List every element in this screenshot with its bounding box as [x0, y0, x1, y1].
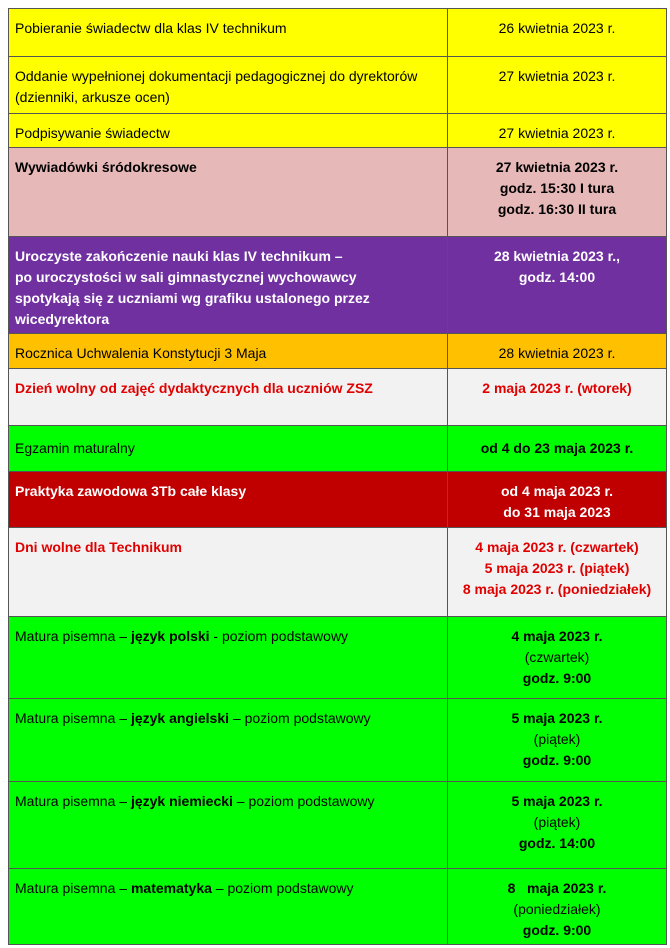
- date-text: godz. 14:00: [518, 269, 596, 285]
- task-text: Praktyka zawodowa 3Tb całe klasy: [15, 483, 247, 499]
- task-cell: Pobieranie świadectw dla klas IV technik…: [8, 8, 448, 57]
- date-text: 2 maja 2023 r. (wtorek): [482, 380, 632, 396]
- date-text: 27 kwietnia 2023 r.: [498, 68, 616, 84]
- table-row: Dzień wolny od zajęć dydaktycznych dla u…: [8, 368, 667, 426]
- task-text: – poziom podstawowy: [211, 880, 354, 896]
- task-cell: Dzień wolny od zajęć dydaktycznych dla u…: [8, 368, 448, 426]
- date-cell: 4 maja 2023 r. (czwartek) 5 maja 2023 r. …: [447, 527, 667, 617]
- task-text: wicedyrektora: [15, 311, 110, 327]
- task-text: Egzamin maturalny: [15, 440, 135, 456]
- date-cell: 27 kwietnia 2023 r. godz. 15:30 I tura god…: [447, 147, 667, 237]
- task-text: Wywiadówki śródokresowe: [15, 159, 197, 175]
- date-text: godz. 9:00: [522, 752, 592, 768]
- table-row: Wywiadówki śródokresowe 27 kwietnia 2023 …: [8, 147, 667, 237]
- date-text: (czwartek): [524, 649, 590, 665]
- task-text: – poziom podstawowy: [232, 793, 375, 809]
- task-text: Uroczyste zakończenie nauki klas IV tech…: [15, 248, 343, 264]
- task-text: Pobieranie świadectw dla klas IV technik…: [15, 20, 287, 36]
- table-row: Matura pisemna – język niemiecki – pozio…: [8, 781, 667, 869]
- date-text: 27 kwietnia 2023 r.: [498, 125, 616, 141]
- task-subject: język niemiecki: [130, 793, 233, 809]
- task-cell: Egzamin maturalny: [8, 425, 448, 472]
- table-row: Praktyka zawodowa 3Tb całe klasy od 4 maj…: [8, 471, 667, 528]
- date-text: 8 maja 2023 r. (poniedziałek): [462, 581, 652, 597]
- task-cell: Matura pisemna – język niemiecki – pozio…: [8, 781, 448, 869]
- date-cell: 28 kwietnia 2023 r.: [447, 333, 667, 369]
- date-text: godz. 15:30 I tura: [499, 180, 615, 196]
- task-cell: Rocznica Uchwalenia Konstytucji 3 Maja: [8, 333, 448, 369]
- table-row: Egzamin maturalny od 4 do 23 maja 2023 r.: [8, 425, 667, 472]
- date-cell: od 4 maja 2023 r. do 31 maja 2023: [447, 471, 667, 528]
- date-text: 4 maja 2023 r.: [511, 628, 603, 644]
- task-text: Podpisywanie świadectw: [15, 125, 170, 141]
- task-cell: Wywiadówki śródokresowe: [8, 147, 448, 237]
- task-text: Matura pisemna –: [15, 710, 131, 726]
- date-cell: 28 kwietnia 2023 r., godz. 14:00: [447, 236, 667, 334]
- date-text: (piątek): [533, 731, 581, 747]
- date-cell: 27 kwietnia 2023 r.: [447, 113, 667, 148]
- task-text: - poziom podstawowy: [209, 628, 349, 644]
- date-text: od 4 do 23 maja 2023 r.: [480, 440, 634, 456]
- date-text: godz. 16:30 II tura: [497, 201, 617, 217]
- task-cell: Matura pisemna – język polski - poziom p…: [8, 616, 448, 699]
- date-cell: od 4 do 23 maja 2023 r.: [447, 425, 667, 472]
- schedule-table: Pobieranie świadectw dla klas IV technik…: [8, 8, 667, 945]
- table-row: Oddanie wypełnionej dokumentacji pedagog…: [8, 56, 667, 114]
- task-subject: język polski: [130, 628, 210, 644]
- task-cell: Matura pisemna – język angielski – pozio…: [8, 698, 448, 782]
- task-text: Oddanie wypełnionej dokumentacji pedagog…: [15, 68, 418, 105]
- date-text: 5 maja 2023 r. (piątek): [484, 560, 630, 576]
- date-text: (poniedziałek): [513, 901, 601, 917]
- date-text: 28 kwietnia 2023 r.,: [493, 248, 621, 264]
- date-text: godz. 14:00: [518, 835, 596, 851]
- date-cell: 27 kwietnia 2023 r.: [447, 56, 667, 114]
- date-text: 26 kwietnia 2023 r.: [498, 20, 616, 36]
- table-row: Rocznica Uchwalenia Konstytucji 3 Maja 28…: [8, 333, 667, 369]
- task-cell: Podpisywanie świadectw: [8, 113, 448, 148]
- task-cell: Uroczyste zakończenie nauki klas IV tech…: [8, 236, 448, 334]
- table-row: Pobieranie świadectw dla klas IV technik…: [8, 8, 667, 57]
- task-text: – poziom podstawowy: [229, 710, 371, 726]
- date-cell: 5 maja 2023 r. (piątek) godz. 14:00: [447, 781, 667, 869]
- date-text: 28 kwietnia 2023 r.: [498, 345, 616, 361]
- date-cell: 5 maja 2023 r. (piątek) godz. 9:00: [447, 698, 667, 782]
- task-cell: Oddanie wypełnionej dokumentacji pedagog…: [8, 56, 448, 114]
- task-text: Matura pisemna –: [15, 880, 131, 896]
- task-text: spotykają się z uczniami wg grafiku usta…: [15, 290, 370, 306]
- task-text: Dzień wolny od zajęć dydaktycznych dla u…: [15, 380, 373, 396]
- task-cell: Dni wolne dla Technikum: [8, 527, 448, 617]
- date-text: 8 maja 2023 r.: [507, 880, 607, 896]
- table-row: Matura pisemna – język angielski – pozio…: [8, 698, 667, 782]
- table-row: Matura pisemna – język polski - poziom p…: [8, 616, 667, 699]
- date-text: od 4 maja 2023 r.: [500, 483, 614, 499]
- date-cell: 8 maja 2023 r. (poniedziałek) godz. 9:00: [447, 868, 667, 945]
- date-text: 5 maja 2023 r.: [511, 793, 603, 809]
- task-text: Matura pisemna –: [15, 628, 131, 644]
- task-subject: matematyka: [130, 880, 212, 896]
- task-text: Rocznica Uchwalenia Konstytucji 3 Maja: [15, 345, 267, 361]
- task-text: po uroczystości w sali gimnastycznej wyc…: [15, 269, 357, 285]
- date-cell: 2 maja 2023 r. (wtorek): [447, 368, 667, 426]
- date-text: 5 maja 2023 r.: [511, 710, 603, 726]
- table-row: Dni wolne dla Technikum 4 maja 2023 r. (c…: [8, 527, 667, 617]
- date-text: godz. 9:00: [522, 670, 592, 686]
- date-text: 27 kwietnia 2023 r.: [495, 159, 619, 175]
- task-text: Dni wolne dla Technikum: [15, 539, 182, 555]
- table-row: Podpisywanie świadectw 27 kwietnia 2023 r…: [8, 113, 667, 148]
- date-cell: 4 maja 2023 r. (czwartek) godz. 9:00: [447, 616, 667, 699]
- task-cell: Praktyka zawodowa 3Tb całe klasy: [8, 471, 448, 528]
- date-text: godz. 9:00: [522, 922, 592, 938]
- task-text: Matura pisemna –: [15, 793, 131, 809]
- task-subject: język angielski: [130, 710, 230, 726]
- task-cell: Matura pisemna – matematyka – poziom pod…: [8, 868, 448, 945]
- date-text: do 31 maja 2023: [503, 504, 611, 520]
- date-text: (piątek): [533, 814, 581, 830]
- table-row: Uroczyste zakończenie nauki klas IV tech…: [8, 236, 667, 334]
- table-row: Matura pisemna – matematyka – poziom pod…: [8, 868, 667, 945]
- date-text: 4 maja 2023 r. (czwartek): [475, 539, 639, 555]
- date-cell: 26 kwietnia 2023 r.: [447, 8, 667, 57]
